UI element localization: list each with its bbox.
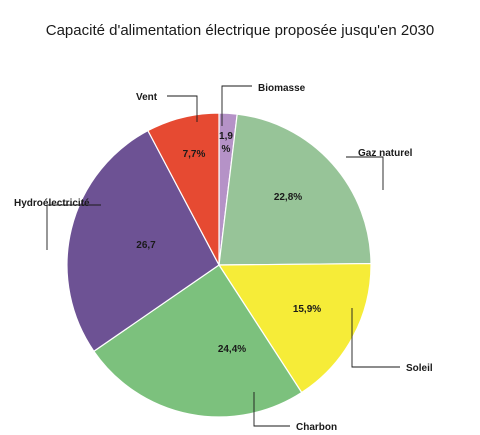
leader-lines <box>46 85 400 427</box>
category-label-charbon: Charbon <box>296 422 337 433</box>
category-label-soleil: Soleil <box>406 363 433 374</box>
chart-title: Capacité d'alimentation électrique propo… <box>45 22 435 39</box>
category-label-gaz-naturel: Gaz naturel <box>358 148 413 159</box>
pie-slices <box>66 112 372 418</box>
percent-labels: 1,9% 22,8% 15,9% 24,4% 26,7 7,7% <box>136 131 321 355</box>
leader-line-gaz-naturel <box>346 156 384 190</box>
leader-line-charbon <box>253 392 290 427</box>
percent-label-biomasse-unit: % <box>222 144 231 155</box>
leader-line-hydroelectricite <box>46 204 101 250</box>
category-labels: Biomasse Gaz naturel Soleil Charbon Hydroéle… <box>14 83 433 433</box>
slice-charbon <box>93 264 303 418</box>
percent-label-hydroelectricite: 26,7 <box>136 240 156 251</box>
leader-line-vent <box>167 95 198 122</box>
slice-vent <box>147 112 220 266</box>
leader-line-biomasse <box>221 85 252 126</box>
percent-label-biomasse: 1,9 <box>219 131 233 142</box>
slice-soleil <box>217 262 372 394</box>
category-label-hydroelectricite: Hydroélectricité <box>14 198 90 209</box>
percent-label-charbon: 24,4% <box>218 344 246 355</box>
slice-gaz-naturel <box>218 113 372 266</box>
percent-label-gaz-naturel: 22,8% <box>274 192 302 203</box>
percent-label-soleil: 15,9% <box>293 304 321 315</box>
percent-label-vent: 7,7% <box>183 149 206 160</box>
leader-line-soleil <box>351 308 400 368</box>
slice-hydroelectricite <box>66 129 220 353</box>
category-label-vent: Vent <box>136 92 158 103</box>
category-label-biomasse: Biomasse <box>258 83 306 94</box>
